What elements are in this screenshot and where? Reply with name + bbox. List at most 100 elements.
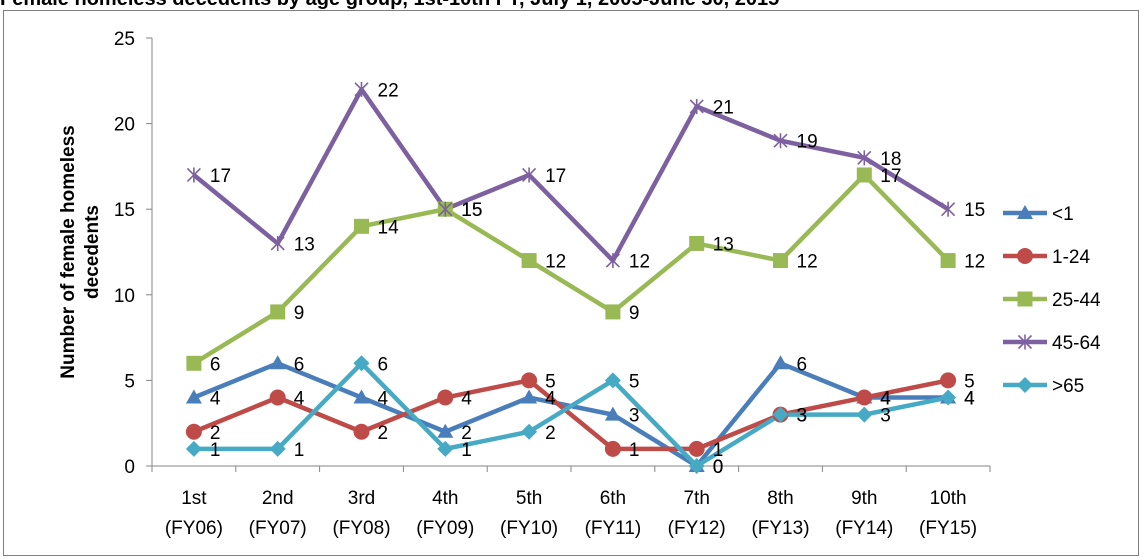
- data-point: [185, 423, 202, 440]
- y-axis-label: Number of female homeless decedents: [58, 125, 103, 378]
- data-point: [856, 167, 872, 183]
- data-point: [269, 440, 286, 457]
- data-label: 4: [964, 389, 975, 410]
- data-label: 6: [210, 354, 221, 375]
- data-point: [772, 406, 789, 423]
- x-tick-label: (FY09): [416, 518, 474, 539]
- y-tick-label: 25: [114, 29, 135, 50]
- data-label: 13: [294, 234, 315, 255]
- data-label: 3: [629, 406, 640, 427]
- data-point: [185, 389, 202, 404]
- data-point: [689, 98, 704, 114]
- y-tick-label: 10: [114, 286, 135, 307]
- chart-title: Female homeless decedents by age group, …: [0, 0, 1145, 10]
- data-point: [772, 355, 789, 370]
- data-label: 1: [294, 440, 305, 461]
- data-label: 6: [378, 354, 389, 375]
- data-label: 5: [964, 371, 975, 392]
- data-point: [521, 423, 538, 440]
- x-tick-label: (FY07): [249, 518, 307, 539]
- data-point: [604, 406, 621, 421]
- data-label: 6: [294, 354, 305, 375]
- data-label: 4: [461, 389, 472, 410]
- data-label: 22: [378, 80, 399, 101]
- x-tick-label: 2nd: [262, 488, 294, 509]
- data-label: 0: [713, 457, 724, 478]
- data-point: [437, 389, 454, 406]
- chart-frame: [3, 10, 1139, 556]
- series-line: [192, 172, 950, 366]
- data-point: [270, 304, 286, 320]
- y-tick-label: 5: [124, 371, 135, 392]
- data-label: 15: [461, 200, 482, 221]
- data-label: 3: [797, 406, 808, 427]
- x-tick-label: 9th: [851, 488, 877, 509]
- data-point: [186, 355, 202, 371]
- legend-label: 1-24: [1052, 247, 1090, 268]
- data-label: 15: [964, 200, 985, 221]
- data-label: 5: [545, 371, 556, 392]
- data-label: 4: [880, 389, 891, 410]
- x-tick-label: (FY10): [500, 518, 558, 539]
- data-point: [186, 167, 201, 183]
- data-point: [354, 81, 369, 97]
- data-point: [856, 389, 873, 406]
- data-point: [689, 235, 705, 251]
- data-point: [605, 253, 620, 269]
- data-point: [604, 372, 621, 389]
- data-label: 4: [964, 389, 975, 410]
- x-tick-label: 5th: [516, 488, 542, 509]
- series-lines: [192, 87, 950, 469]
- data-point: [940, 253, 956, 269]
- data-label: 6: [797, 354, 808, 375]
- x-tick-label: 6th: [600, 488, 626, 509]
- y-tick-label: 0: [124, 457, 135, 478]
- data-label: 17: [880, 166, 901, 187]
- axes: 05101520251st(FY06)2nd(FY07)3rd(FY08)4th…: [58, 29, 991, 539]
- data-point: [521, 253, 537, 269]
- data-label: 19: [797, 132, 818, 153]
- data-point: [940, 389, 957, 406]
- data-label: 2: [545, 423, 556, 444]
- data-label: 12: [797, 252, 818, 273]
- data-label: 4: [378, 389, 389, 410]
- data-point: [604, 440, 621, 457]
- data-label: 9: [629, 303, 640, 324]
- legend-marker: [1017, 291, 1033, 307]
- x-tick-label: (FY08): [332, 518, 390, 539]
- data-label: 17: [210, 166, 231, 187]
- data-point: [605, 304, 621, 320]
- data-point: [269, 355, 286, 370]
- data-label: 1: [713, 440, 724, 461]
- x-tick-label: 8th: [767, 488, 793, 509]
- data-label: 4: [880, 389, 891, 410]
- series-line: [192, 87, 950, 263]
- data-point: [688, 458, 705, 474]
- data-point: [857, 150, 872, 166]
- legend-label: >65: [1052, 376, 1084, 397]
- data-point: [856, 406, 873, 423]
- data-label: 0: [713, 457, 724, 478]
- x-tick-label: (FY15): [919, 518, 977, 539]
- data-point: [522, 167, 537, 183]
- data-label: 15: [461, 200, 482, 221]
- data-label: 3: [797, 406, 808, 427]
- x-tick-label: (FY11): [585, 518, 642, 539]
- data-label: 4: [545, 389, 556, 410]
- legend-marker: [1017, 205, 1033, 219]
- data-point: [940, 372, 957, 389]
- legend-marker: [1017, 248, 1033, 264]
- legend-marker: [1017, 334, 1033, 350]
- legend-label: 25-44: [1052, 290, 1101, 311]
- data-point: [269, 389, 286, 406]
- y-tick-label: 20: [114, 115, 135, 136]
- data-point: [688, 440, 705, 457]
- x-tick-label: 7th: [683, 488, 709, 509]
- data-label: 1: [629, 440, 640, 461]
- data-point: [353, 389, 370, 404]
- data-point: [773, 253, 788, 269]
- data-label: 18: [880, 149, 901, 170]
- x-tick-label: 1st: [181, 488, 207, 509]
- data-point: [270, 235, 285, 251]
